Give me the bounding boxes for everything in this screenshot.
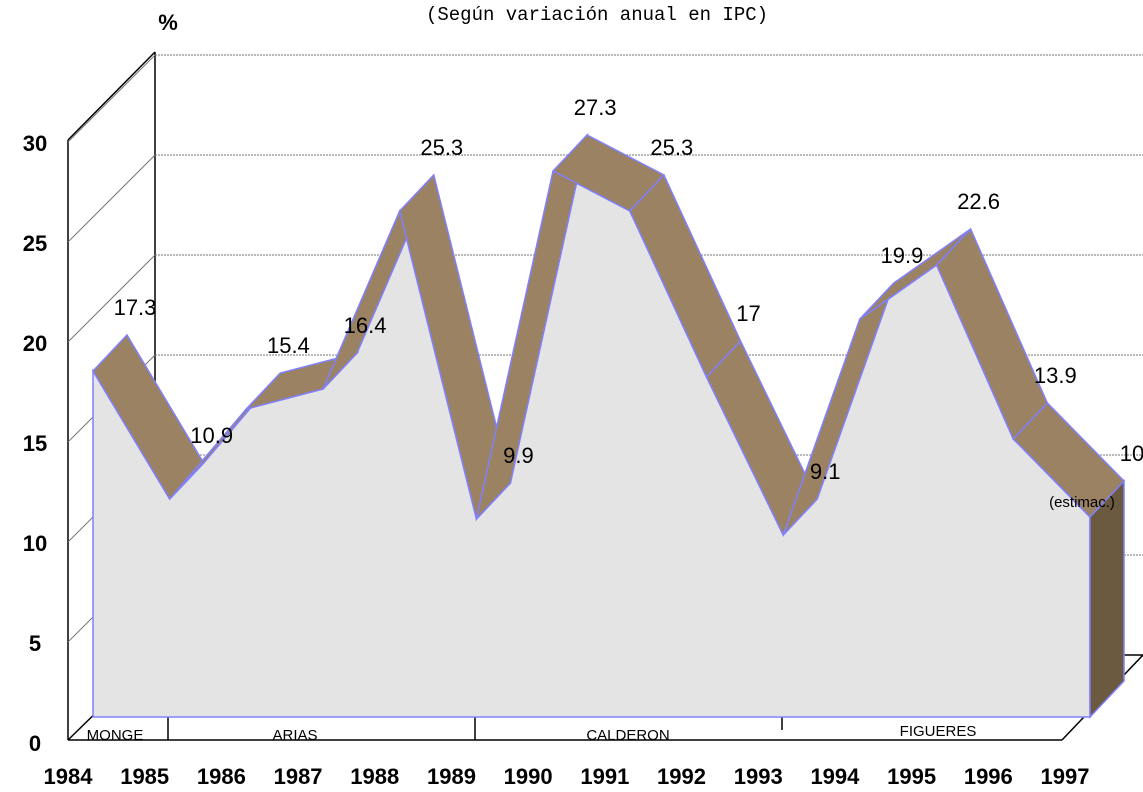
wall-grid-line <box>67 154 156 243</box>
x-tick-label: 1993 <box>734 764 783 789</box>
value-label: 19.9 <box>881 243 924 268</box>
y-tick-label: 15 <box>23 431 47 456</box>
value-label: 15.4 <box>267 333 310 358</box>
wall-grid-line <box>67 54 156 143</box>
x-tick-label: 1989 <box>427 764 476 789</box>
x-tick-label: 1996 <box>964 764 1013 789</box>
x-tick-label: 1997 <box>1041 764 1090 789</box>
y-tick-label: 25 <box>23 231 47 256</box>
value-label: 9.9 <box>503 443 534 468</box>
y-tick-label: 10 <box>23 531 47 556</box>
y-tick-label: 0 <box>29 731 41 756</box>
estimate-note: (estimac.) <box>1049 494 1115 511</box>
x-tick-label: 1994 <box>810 764 860 789</box>
y-axis-label: % <box>158 10 178 35</box>
period-label: CALDERON <box>586 727 669 744</box>
chart-subtitle: (Según variación anual en IPC) <box>426 4 768 26</box>
value-label: 27.3 <box>574 95 617 120</box>
wall-grid-line <box>67 254 156 343</box>
x-tick-label: 1986 <box>197 764 246 789</box>
x-tick-label: 1992 <box>657 764 706 789</box>
value-label: 25.3 <box>650 135 693 160</box>
value-label: 10 <box>1120 441 1143 466</box>
period-label: ARIAS <box>272 727 317 744</box>
period-label: MONGE <box>87 727 144 744</box>
x-tick-label: 1991 <box>580 764 629 789</box>
value-label: 13.9 <box>1034 363 1077 388</box>
value-label: 16.4 <box>344 313 387 338</box>
y-tick-label: 5 <box>29 631 41 656</box>
x-tick-label: 1987 <box>274 764 323 789</box>
period-label: FIGUERES <box>900 723 977 740</box>
x-tick-label: 1990 <box>504 764 553 789</box>
y-tick-label: 20 <box>23 331 47 356</box>
value-label: 9.1 <box>810 459 841 484</box>
value-label: 10.9 <box>190 423 233 448</box>
x-tick-label: 1984 <box>44 764 94 789</box>
x-tick-label: 1995 <box>887 764 936 789</box>
x-tick-label: 1988 <box>350 764 399 789</box>
y-tick-label: 30 <box>23 131 47 156</box>
x-tick-label: 1985 <box>120 764 169 789</box>
value-label: 17 <box>736 301 760 326</box>
value-label: 17.3 <box>114 295 157 320</box>
ribbon-side <box>1089 479 1125 719</box>
value-label: 22.6 <box>957 189 1000 214</box>
value-label: 25.3 <box>420 135 463 160</box>
